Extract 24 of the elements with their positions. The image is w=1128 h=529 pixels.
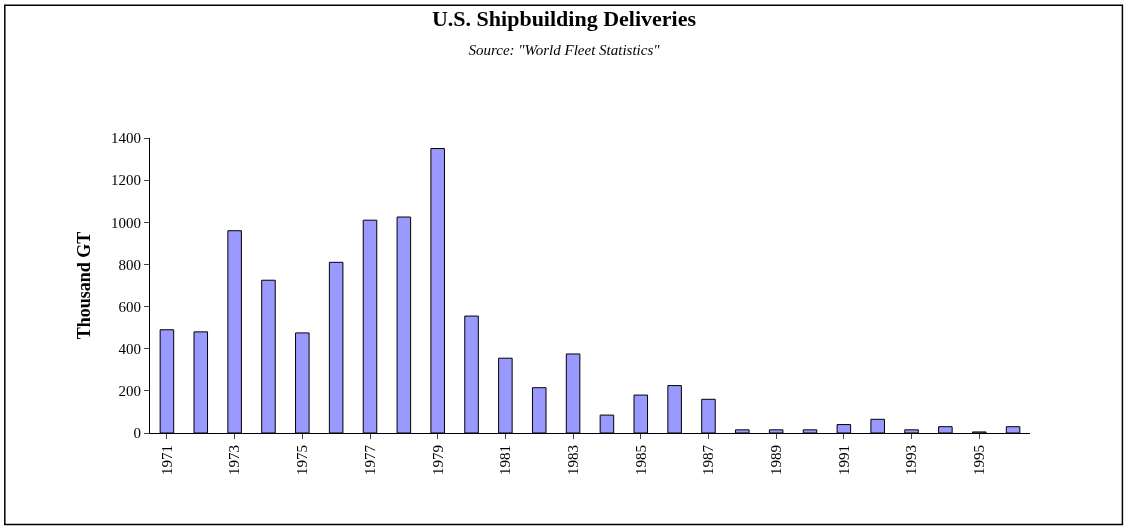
- x-tick-label: 1989: [768, 445, 785, 475]
- chart-title: U.S. Shipbuilding Deliveries: [431, 6, 697, 32]
- y-tick-label: 1200: [111, 172, 141, 189]
- y-tick-label: 1400: [111, 130, 141, 147]
- x-tick-label: 1979: [429, 445, 446, 475]
- y-tick-label: 400: [118, 340, 141, 357]
- x-tick-label: 1981: [497, 445, 514, 475]
- x-tick-label: 1977: [361, 444, 378, 475]
- y-axis-title: Thousand GT: [74, 231, 95, 340]
- x-tick-label: 1991: [835, 445, 852, 475]
- x-tick-label: 1987: [700, 444, 717, 475]
- x-tick-label: 1993: [903, 445, 920, 475]
- y-tick-label: 800: [118, 256, 141, 273]
- x-tick-label: 1973: [226, 445, 243, 475]
- y-tick-label: 600: [118, 298, 141, 315]
- y-tick-label: 1000: [111, 214, 141, 231]
- y-tick-label: 0: [133, 425, 141, 442]
- x-tick-label: 1975: [294, 445, 311, 475]
- x-tick-label: 1995: [971, 445, 988, 475]
- chart-subtitle: Source: "World Fleet Statistics": [468, 42, 661, 59]
- x-tick-label: 1971: [158, 445, 175, 475]
- y-tick-label: 200: [118, 383, 141, 400]
- x-tick-label: 1985: [632, 445, 649, 475]
- x-tick-label: 1983: [564, 445, 581, 475]
